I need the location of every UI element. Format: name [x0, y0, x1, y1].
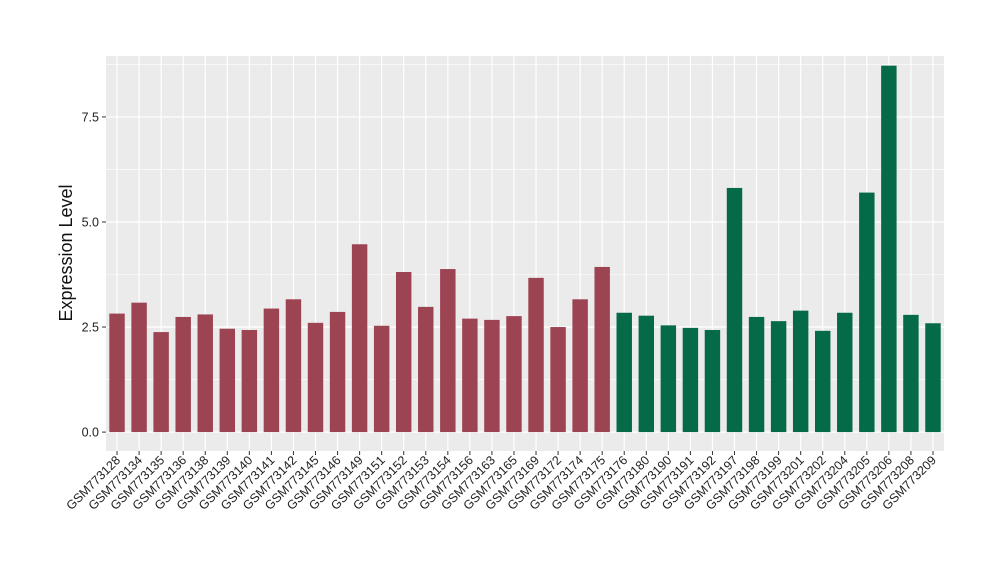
- bar: [682, 327, 699, 433]
- bar: [814, 330, 831, 433]
- bar: [704, 329, 721, 433]
- bar: [837, 312, 853, 433]
- y-tick-label: 7.5: [82, 110, 99, 124]
- bar: [462, 318, 478, 433]
- bar: [197, 314, 213, 433]
- bar: [594, 266, 610, 433]
- y-axis-title: Expression Level: [56, 184, 76, 321]
- bars: [109, 65, 941, 433]
- bar: [748, 316, 765, 433]
- bar: [484, 319, 500, 433]
- bar: [925, 323, 941, 433]
- bar: [572, 299, 588, 433]
- y-tick-label: 0.0: [82, 426, 99, 440]
- bar: [329, 311, 346, 433]
- bar: [395, 271, 412, 433]
- bar: [109, 313, 125, 433]
- bar: [550, 327, 566, 433]
- bar: [859, 192, 875, 433]
- bar: [307, 322, 324, 433]
- bar: [792, 310, 809, 433]
- bar: [131, 302, 147, 433]
- y-tick-label: 5.0: [82, 215, 99, 229]
- bar: [726, 187, 743, 433]
- bar: [440, 269, 456, 433]
- bar: [219, 328, 236, 433]
- bar: [770, 321, 787, 433]
- bar: [903, 314, 919, 433]
- bar: [153, 332, 169, 433]
- bar: [373, 325, 390, 433]
- bar: [638, 315, 655, 433]
- bar: [351, 244, 368, 433]
- bar: [285, 299, 302, 433]
- y-tick-label: 2.5: [82, 321, 99, 335]
- bar: [881, 65, 897, 433]
- bar: [418, 306, 434, 433]
- bar: [175, 316, 191, 433]
- bar: [660, 325, 677, 433]
- y-axis: 0.0 2.5 5.0 7.5: [82, 110, 106, 440]
- bar: [616, 312, 632, 433]
- bar: [241, 329, 258, 433]
- bar: [506, 316, 522, 433]
- bar: [263, 308, 280, 433]
- x-axis: GSM773128GSM773134GSM773135GSM773136GSM7…: [64, 451, 939, 513]
- bar: [528, 277, 544, 433]
